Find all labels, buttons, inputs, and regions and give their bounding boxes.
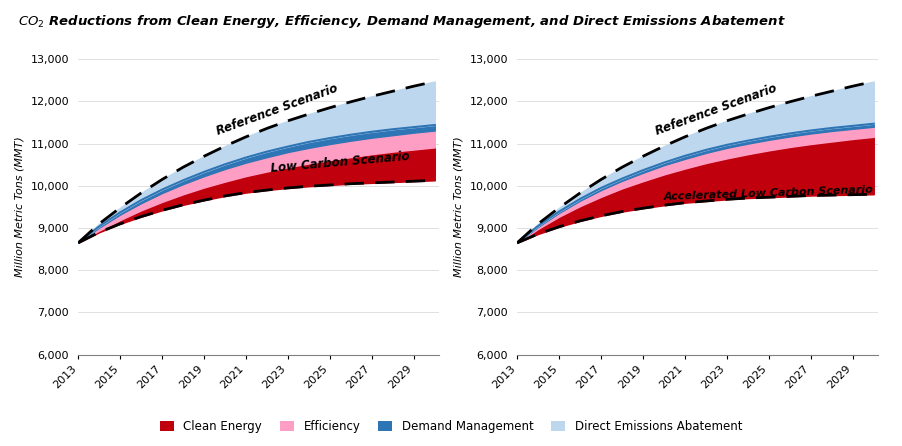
Y-axis label: Million Metric Tons (MMT): Million Metric Tons (MMT) (454, 136, 464, 277)
Legend: Clean Energy, Efficiency, Demand Management, Direct Emissions Abatement: Clean Energy, Efficiency, Demand Managem… (155, 415, 747, 438)
Text: $CO_2$ Reductions from Clean Energy, Efficiency, Demand Management, and Direct E: $CO_2$ Reductions from Clean Energy, Eff… (18, 13, 786, 30)
Text: Reference Scenario: Reference Scenario (215, 82, 340, 138)
Y-axis label: Million Metric Tons (MMT): Million Metric Tons (MMT) (15, 136, 25, 277)
Text: Reference Scenario: Reference Scenario (654, 82, 779, 138)
Text: Low Carbon Scenario: Low Carbon Scenario (271, 150, 410, 175)
Text: Accelerated Low Carbon Scenario: Accelerated Low Carbon Scenario (664, 185, 874, 202)
